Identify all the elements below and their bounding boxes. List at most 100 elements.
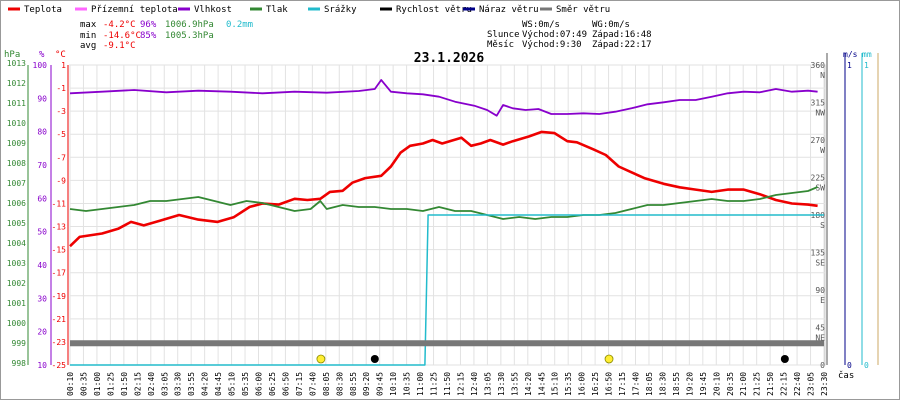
temperature-tick-label: -15 <box>52 246 67 255</box>
x-tick-label: 00:10 <box>66 372 75 396</box>
x-tick-label: 16:50 <box>605 372 614 396</box>
pressure-unit: hPa <box>4 50 20 60</box>
temperature-tick-label: -19 <box>52 292 67 301</box>
wind-unit: m/s <box>843 50 858 59</box>
direction-tick-label: 315 <box>811 99 826 108</box>
x-tick-label: 21:25 <box>753 372 762 396</box>
x-tick-label: 16:25 <box>591 372 600 396</box>
axes: 1013101210111010100910081007100610051004… <box>7 53 879 370</box>
x-tick-label: 13:30 <box>497 372 506 396</box>
x-tick-label: 04:20 <box>201 372 210 396</box>
x-tick-label: 14:45 <box>537 372 546 396</box>
x-tick-label: 11:50 <box>443 372 452 396</box>
x-tick-label: 21:50 <box>766 372 775 396</box>
x-tick-label: 19:45 <box>699 372 708 396</box>
markers-layer <box>316 354 789 364</box>
x-tick-label: 16:00 <box>578 372 587 396</box>
temperature-tick-label: -11 <box>52 199 67 208</box>
x-tick-label: 01:50 <box>120 372 129 396</box>
series-layer <box>69 79 824 366</box>
x-tick-label: 03:05 <box>160 372 169 396</box>
rain-unit: mm <box>862 50 872 59</box>
x-tick-label: 15:10 <box>551 372 560 396</box>
info-moon-label: Měsíc <box>487 40 514 50</box>
direction-compass-label: W <box>820 146 825 155</box>
temperature-tick-label: 1 <box>61 61 66 70</box>
direction-compass-label: E <box>820 296 825 305</box>
x-tick-label: 15:35 <box>564 372 573 396</box>
x-tick-label: 04:45 <box>214 372 223 396</box>
pressure-tick-label: 1011 <box>7 99 26 108</box>
legend-label: Náraz větru <box>479 5 539 15</box>
legend-label: Přízemní teplota <box>91 5 178 15</box>
direction-tick-label: 135 <box>811 249 826 258</box>
x-tick-label: 18:55 <box>672 372 681 396</box>
x-tick-label: 05:35 <box>241 372 250 396</box>
x-tick-label: 20:10 <box>712 372 721 396</box>
x-tick-label: 02:40 <box>147 372 156 396</box>
x-tick-label: 08:30 <box>335 372 344 396</box>
pressure-tick-label: 1008 <box>7 159 26 168</box>
pressure-tick-label: 999 <box>12 339 27 348</box>
pressure-tick-label: 998 <box>12 359 27 368</box>
moon-marker <box>780 355 789 363</box>
humidity-tick-label: 20 <box>37 328 47 337</box>
pressure-tick-label: 1004 <box>7 239 26 248</box>
temperature-tick-label: -17 <box>52 269 67 278</box>
x-tick-label: 08:05 <box>322 372 331 396</box>
legend-label: Rychlost větru <box>396 5 472 15</box>
pressure-tick-label: 1005 <box>7 219 26 228</box>
chart-title: 23.1.2026 <box>414 51 485 66</box>
info-sun-label: Slunce <box>487 30 520 40</box>
info-moon-set: Západ:22:17 <box>592 40 652 50</box>
pressure-tick-label: 1001 <box>7 299 26 308</box>
x-tick-label: 13:55 <box>510 372 519 396</box>
direction-tick-label: 0 <box>820 361 825 370</box>
temperature-tick-label: -7 <box>56 153 66 162</box>
x-tick-label: 00:35 <box>79 372 88 396</box>
legend-label: Srážky <box>324 5 357 15</box>
temperature-unit: °C <box>55 50 66 60</box>
info-block: WS:0m/s WG:0m/s Slunce Východ:07:49 Zápa… <box>487 20 652 50</box>
x-tick-label: 11:00 <box>416 372 425 396</box>
x-tick-labels: 00:10 00:35 01:00 01:25 01:50 02:15 02:40 03:05… <box>66 372 829 396</box>
info-moon-rise: Východ:9:30 <box>522 40 582 50</box>
x-tick-label: 18:30 <box>658 372 667 396</box>
x-tick-label: 23:05 <box>807 372 816 396</box>
direction-tick-label: 360 <box>811 61 826 70</box>
pressure-tick-label: 1012 <box>7 79 26 88</box>
x-tick-label: 01:00 <box>93 372 102 396</box>
direction-tick-label: 90 <box>815 286 825 295</box>
humidity-tick-label: 40 <box>37 261 47 270</box>
temperature-tick-label: -23 <box>52 338 67 347</box>
x-tick-label: 17:40 <box>632 372 641 396</box>
temperature-tick-label: -9 <box>56 176 66 185</box>
x-tick-label: 17:15 <box>618 372 627 396</box>
legend: Teplota Přízemní teplota Vlhkost Tlak Srážky… <box>8 5 610 15</box>
sun-marker <box>316 354 326 364</box>
x-tick-label: 07:15 <box>295 372 304 396</box>
time-axis-unit: čas <box>838 370 854 381</box>
humidity-tick-label: 100 <box>33 61 48 70</box>
pressure-tick-label: 1013 <box>7 59 26 68</box>
humidity-tick-label: 70 <box>37 161 47 170</box>
direction-compass-label: N <box>820 71 825 80</box>
x-tick-label: 01:25 <box>106 372 115 396</box>
x-tick-label: 03:55 <box>187 372 196 396</box>
direction-compass-label: SW <box>815 184 825 193</box>
x-tick-label: 20:35 <box>726 372 735 396</box>
rain-line <box>70 214 824 366</box>
x-tick-label: 22:40 <box>793 372 802 396</box>
pressure-tick-label: 1010 <box>7 119 26 128</box>
stats-max-press: 1006.9hPa <box>165 20 214 30</box>
humidity-tick-label: 90 <box>37 94 47 103</box>
x-tick-label: 21:00 <box>739 372 748 396</box>
temperature-tick-label: -13 <box>52 223 67 232</box>
stats-avg-temp: -9.1°C <box>103 41 136 51</box>
pressure-tick-label: 1003 <box>7 259 26 268</box>
legend-label: Směr větru <box>556 5 610 15</box>
x-tick-label: 13:05 <box>483 372 492 396</box>
info-ws: WS:0m/s <box>522 20 560 30</box>
direction-compass-label: NE <box>815 334 825 343</box>
